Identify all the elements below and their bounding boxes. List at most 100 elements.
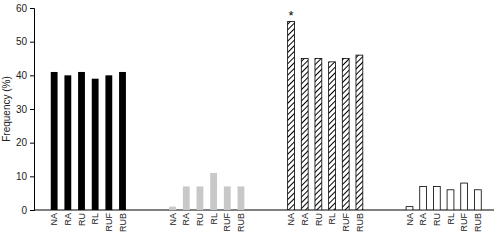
x-tick: RUB bbox=[236, 210, 246, 232]
y-tick-mark bbox=[30, 42, 34, 43]
x-tick-label: RUF bbox=[459, 213, 469, 232]
y-tick: 30 bbox=[16, 104, 34, 115]
x-tick: RL bbox=[327, 210, 337, 225]
series-bars bbox=[288, 21, 363, 210]
x-tick-label: RL bbox=[209, 213, 219, 225]
x-tick: RA bbox=[181, 210, 191, 226]
x-tick-label: RUF bbox=[104, 213, 114, 232]
y-tick-label: 40 bbox=[16, 70, 28, 81]
x-axis: NARA RU RLRUF RUB bbox=[405, 210, 483, 232]
bar bbox=[474, 190, 481, 210]
bar bbox=[301, 59, 308, 211]
x-tick: NA bbox=[286, 210, 296, 226]
x-tick: RU bbox=[314, 210, 324, 226]
annotation: * bbox=[289, 8, 294, 23]
y-tick: 10 bbox=[16, 171, 34, 182]
x-tick: RUB bbox=[473, 210, 483, 232]
x-tick: RL bbox=[446, 210, 456, 225]
x-tick-label: RA bbox=[63, 213, 73, 226]
x-tick-label: NA bbox=[49, 213, 59, 226]
x-tick: RU bbox=[77, 210, 87, 226]
x-tick: RUF bbox=[341, 210, 351, 232]
y-tick: 0 bbox=[21, 205, 34, 216]
x-tick: RA bbox=[63, 210, 73, 226]
bar bbox=[119, 72, 126, 210]
x-tick: RUF bbox=[459, 210, 469, 232]
y-tick-mark bbox=[30, 143, 34, 144]
bar bbox=[78, 72, 85, 210]
series-bars bbox=[169, 173, 244, 210]
x-tick: RU bbox=[432, 210, 442, 226]
x-axis: NA RA RURL RUF RUB bbox=[286, 210, 364, 232]
x-tick: NA bbox=[168, 210, 178, 226]
bar bbox=[210, 173, 217, 210]
y-tick: 60 bbox=[16, 3, 34, 14]
series-bars bbox=[406, 183, 481, 210]
y-tick: 20 bbox=[16, 137, 34, 148]
x-axis: NARARURLRUFRUB bbox=[168, 210, 246, 232]
bar bbox=[356, 55, 363, 210]
x-tick-label: RUB bbox=[118, 213, 128, 232]
x-tick-label: RUF bbox=[341, 213, 351, 232]
x-tick: RL bbox=[90, 210, 100, 225]
x-tick-label: RU bbox=[314, 213, 324, 226]
y-axis-title: Frequency (%) bbox=[1, 76, 12, 142]
x-tick: RUB bbox=[118, 210, 128, 232]
bar bbox=[183, 186, 190, 210]
bar bbox=[64, 75, 71, 210]
bar bbox=[92, 79, 99, 210]
y-tick-mark bbox=[30, 176, 34, 177]
x-tick-label: RA bbox=[300, 213, 310, 226]
bar bbox=[224, 186, 231, 210]
texts: NARARURLRUFRUBNARARURLRUFRUBNARARURLRUFR… bbox=[49, 8, 483, 232]
x-tick: NA bbox=[405, 210, 415, 226]
x-tick-label: NA bbox=[405, 213, 415, 226]
y-tick-label: 10 bbox=[16, 171, 28, 182]
bar bbox=[197, 186, 204, 210]
x-tick-label: RUB bbox=[473, 213, 483, 232]
bars bbox=[51, 21, 481, 210]
x-tick-label: RUB bbox=[355, 213, 365, 232]
y-tick-label: 0 bbox=[21, 205, 27, 216]
x-tick-label: NA bbox=[168, 213, 178, 226]
bar bbox=[420, 186, 427, 210]
bar bbox=[51, 72, 58, 210]
bar bbox=[447, 190, 454, 210]
x-tick: RL bbox=[209, 210, 219, 225]
x-tick-label: RL bbox=[90, 213, 100, 225]
y-tick-label: 50 bbox=[16, 36, 28, 47]
bar bbox=[406, 207, 413, 210]
x-tick: RA bbox=[418, 210, 428, 226]
bar bbox=[329, 62, 336, 210]
y-axis-line bbox=[30, 9, 35, 211]
x-tick-label: RU bbox=[77, 213, 87, 226]
bar bbox=[288, 21, 295, 210]
x-tick-label: NA bbox=[286, 213, 296, 226]
bar bbox=[342, 59, 349, 211]
x-tick-label: RA bbox=[418, 213, 428, 226]
bar bbox=[238, 186, 245, 210]
y-tick-mark bbox=[30, 210, 34, 211]
y-tick: 40 bbox=[16, 70, 34, 81]
x-tick-label: RA bbox=[181, 213, 191, 226]
x-tick: RU bbox=[195, 210, 205, 226]
x-tick: RUF bbox=[104, 210, 114, 232]
bar bbox=[315, 59, 322, 211]
x-tick-label: RL bbox=[446, 213, 456, 225]
y-tick-mark bbox=[30, 109, 34, 110]
bar bbox=[105, 75, 112, 210]
y-tick-label: 20 bbox=[16, 137, 28, 148]
y-tick-label: 60 bbox=[16, 3, 28, 14]
series-bars bbox=[51, 72, 126, 210]
chart: 0102030405060Frequency (%)NARARURLRUFRUB… bbox=[0, 0, 500, 236]
y-tick: 50 bbox=[16, 36, 34, 47]
y-tick-mark bbox=[30, 8, 34, 9]
y-tick-label: 30 bbox=[16, 104, 28, 115]
x-tick-label: RUB bbox=[236, 213, 246, 232]
x-axis: NA RA RURL RUF RUB bbox=[49, 210, 127, 232]
bar bbox=[433, 186, 440, 210]
bar bbox=[461, 183, 468, 210]
x-tick-label: RL bbox=[327, 213, 337, 225]
y-tick-mark bbox=[30, 75, 34, 76]
x-tick: RA bbox=[300, 210, 310, 226]
